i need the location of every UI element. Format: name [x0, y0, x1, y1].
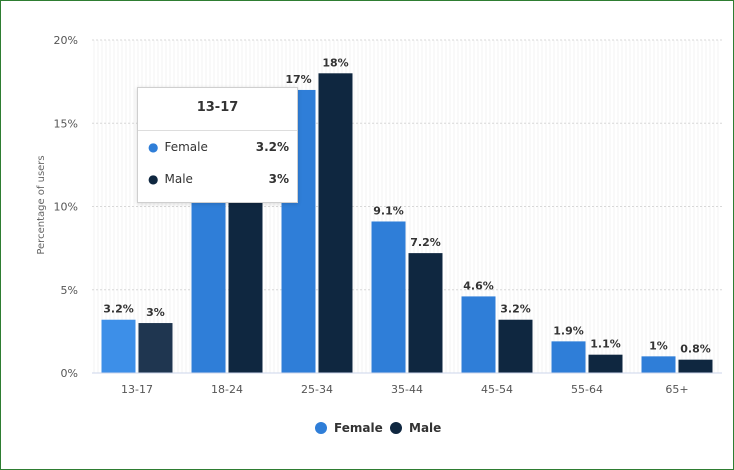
- data-label-female-25-34: 17%: [285, 73, 311, 86]
- tooltip-title: 13-17: [138, 88, 297, 131]
- tooltip-male-dot: ●: [148, 172, 159, 186]
- legend-male-label[interactable]: Male: [409, 421, 441, 435]
- tooltip-male-name: Male: [164, 172, 193, 186]
- bar-female-65+[interactable]: [641, 356, 676, 373]
- data-label-female-65+: 1%: [649, 339, 668, 352]
- y-tick-label: 10%: [54, 201, 78, 214]
- bar-male-35-44[interactable]: [408, 253, 443, 373]
- bar-male-13-17[interactable]: [138, 323, 173, 373]
- x-tick-label: 25-34: [301, 383, 333, 396]
- legend-female-marker[interactable]: [315, 422, 327, 434]
- legend-female-label[interactable]: Female: [334, 421, 383, 435]
- tooltip-female-name: Female: [164, 140, 208, 154]
- chart-tooltip: 13-17 ● Female 3.2% ● Male 3%: [137, 87, 298, 203]
- bar-male-25-34[interactable]: [318, 73, 353, 374]
- tooltip-male-name-wrap: ● Male: [148, 172, 193, 186]
- x-tick-label: 45-54: [481, 383, 513, 396]
- y-axis-label: Percentage of users: [36, 155, 47, 254]
- y-tick-label: 5%: [61, 284, 78, 297]
- data-labels-layer: 3.2% 3% 17% 18% 9.1% 7.2% 4.6% 3.2% 1.9% 1.1% 1% 0.…: [103, 56, 711, 355]
- bar-male-55-64[interactable]: [588, 354, 623, 373]
- tooltip-female-name-wrap: ● Female: [148, 140, 208, 154]
- tooltip-row-female: ● Female 3.2%: [138, 131, 297, 163]
- x-tick-label: 13-17: [121, 383, 153, 396]
- x-tick-label: 65+: [665, 383, 688, 396]
- legend: Female Male: [315, 421, 441, 435]
- x-tick-label: 18-24: [211, 383, 243, 396]
- x-tick-label: 55-64: [571, 383, 603, 396]
- x-tick-label: 35-44: [391, 383, 423, 396]
- data-label-male-13-17: 3%: [146, 306, 165, 319]
- y-tick-label: 20%: [54, 34, 78, 47]
- data-label-female-13-17: 3.2%: [103, 303, 134, 316]
- tooltip-row-male: ● Male 3%: [138, 163, 297, 195]
- legend-male-marker[interactable]: [390, 422, 402, 434]
- x-axis-ticks: 13-17 18-24 25-34 35-44 45-54 55-64 65+: [121, 383, 689, 396]
- bar-female-35-44[interactable]: [371, 221, 406, 373]
- bar-male-45-54[interactable]: [498, 319, 533, 373]
- data-label-female-35-44: 9.1%: [373, 204, 404, 217]
- data-label-female-45-54: 4.6%: [463, 279, 494, 292]
- y-axis-ticks: 0% 5% 10% 15% 20%: [54, 34, 78, 380]
- bar-female-13-17[interactable]: [101, 319, 136, 373]
- data-label-male-65+: 0.8%: [680, 343, 711, 356]
- data-label-male-25-34: 18%: [322, 56, 348, 69]
- bar-female-55-64[interactable]: [551, 341, 586, 373]
- data-label-male-35-44: 7.2%: [410, 236, 441, 249]
- data-label-female-55-64: 1.9%: [553, 324, 584, 337]
- tooltip-female-value: 3.2%: [255, 140, 289, 154]
- bar-male-65+[interactable]: [678, 359, 713, 373]
- data-label-male-45-54: 3.2%: [500, 303, 531, 316]
- data-label-male-55-64: 1.1%: [590, 338, 621, 351]
- tooltip-female-dot: ●: [148, 140, 159, 154]
- y-tick-label: 15%: [54, 117, 78, 130]
- y-tick-label: 0%: [61, 367, 78, 380]
- bar-female-45-54[interactable]: [461, 296, 496, 373]
- tooltip-male-value: 3%: [268, 172, 289, 186]
